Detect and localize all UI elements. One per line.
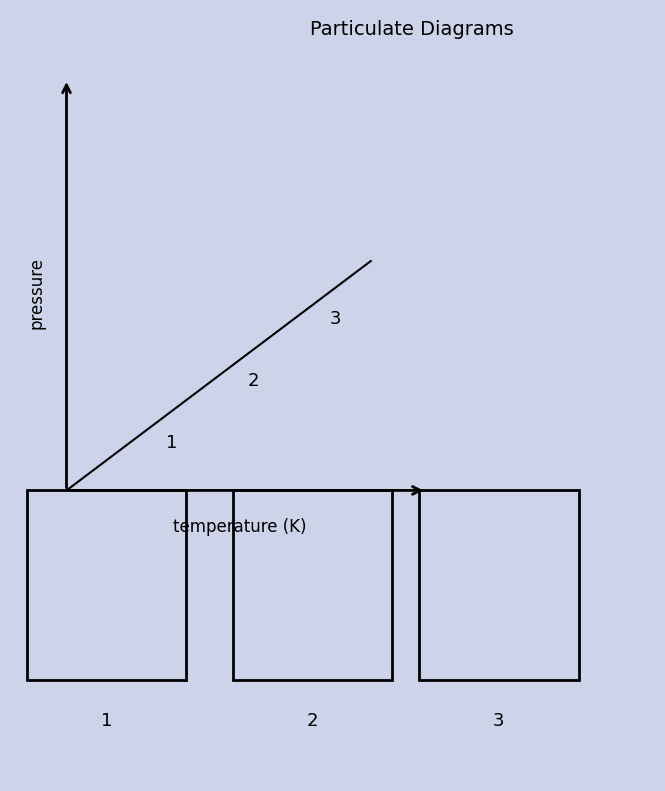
Text: 2: 2	[247, 372, 259, 390]
Text: 2: 2	[307, 712, 319, 730]
Text: Particulate Diagrams: Particulate Diagrams	[311, 20, 514, 39]
Text: 1: 1	[166, 434, 177, 452]
Text: 3: 3	[330, 310, 341, 328]
Text: 3: 3	[493, 712, 505, 730]
Text: 1: 1	[100, 712, 112, 730]
Text: pressure: pressure	[28, 256, 46, 329]
Text: temperature (K): temperature (K)	[173, 518, 306, 536]
